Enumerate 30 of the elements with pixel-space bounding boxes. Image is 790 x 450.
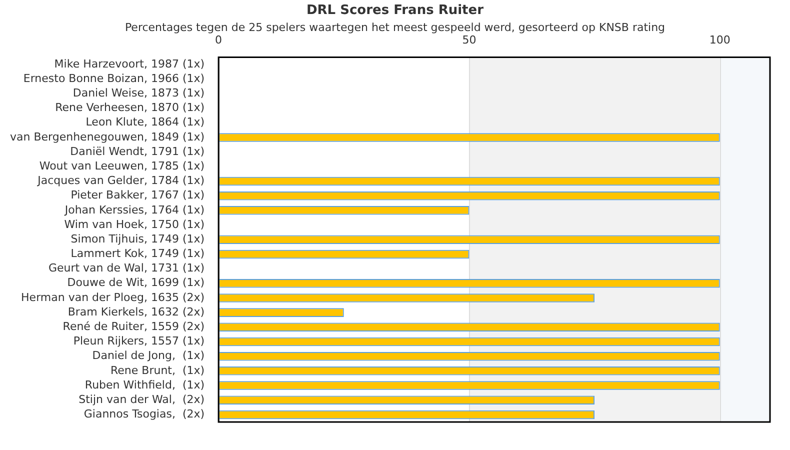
y-tick-label: Wim van Hoek, 1750 (1x) <box>64 218 205 231</box>
chart-title: DRL Scores Frans Ruiter <box>305 3 485 18</box>
chart-subtitle: Percentages tegen de 25 spelers waartegen het meest gespeeld werd, gesorteerd op KNSB rating <box>124 21 666 34</box>
y-tick-label: Daniël Wendt, 1791 (1x) <box>70 144 205 158</box>
y-tick-label: Bram Kierkels, 1632 (2x) <box>68 305 205 318</box>
y-tick-label: Daniel de Jong, (1x) <box>92 349 205 362</box>
y-tick-label: Ernesto Bonne Boizan, 1966 (1x) <box>23 72 205 85</box>
x-tick-label: 100 <box>709 33 730 46</box>
y-tick-label: Ruben Withfield, (1x) <box>84 378 205 392</box>
y-tick-label: Pieter Bakker, 1767 (1x) <box>70 188 205 202</box>
y-tick-label: René de Ruiter, 1559 (2x) <box>62 320 205 334</box>
y-tick-label: Giannos Tsogias, (2x) <box>84 408 205 421</box>
y-tick-label: Mike Harzevoort, 1987 (1x) <box>54 57 205 70</box>
x-tick-label: 50 <box>462 33 476 46</box>
y-tick-label: Jacques van Gelder, 1784 (1x) <box>36 174 205 188</box>
y-tick-label: Johan Kerssies, 1764 (1x) <box>64 203 205 216</box>
y-tick-label: Stijn van der Wal, (2x) <box>78 392 205 406</box>
y-tick-label: Daniel Weise, 1873 (1x) <box>72 86 205 100</box>
y-tick-label: Geurt van de Wal, 1731 (1x) <box>48 262 205 275</box>
y-tick-label: Rene Verheesen, 1870 (1x) <box>55 101 205 114</box>
y-tick-label: Pleun Rijkers, 1557 (1x) <box>73 334 205 348</box>
y-tick-label: Douwe de Wit, 1699 (1x) <box>67 276 205 290</box>
y-tick-label: Leon Klute, 1864 (1x) <box>86 116 205 129</box>
y-tick-label: Simon Tijhuis, 1749 (1x) <box>70 232 205 246</box>
y-tick-label: van Bergenhenegouwen, 1849 (1x) <box>10 130 205 144</box>
y-tick-label: Herman van der Ploeg, 1635 (2x) <box>21 290 205 304</box>
x-tick-label: 0 <box>215 33 222 46</box>
y-tick-label: Wout van Leeuwen, 1785 (1x) <box>39 160 205 172</box>
y-tick-label: Rene Brunt, (1x) <box>110 364 205 377</box>
y-tick-label: Lammert Kok, 1749 (1x) <box>70 247 205 260</box>
